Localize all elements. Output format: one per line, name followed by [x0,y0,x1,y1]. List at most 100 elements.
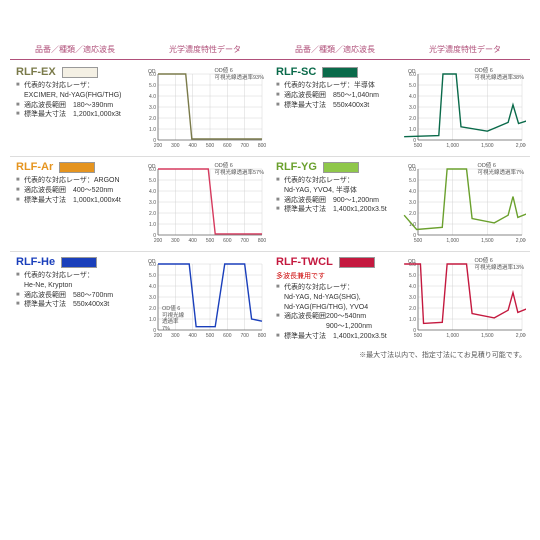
chart-box: 5001,0001,5002,00001.02.03.04.05.06.0ODO… [402,161,526,247]
spec-RLF-He: RLF-He代表的な対応レーザ：He-Ne, Krypton適応波長範囲 580… [10,251,140,346]
svg-text:500: 500 [206,238,215,244]
spec-line: 標準最大寸法 1,200x1,000x3t [16,110,134,120]
svg-text:3.0: 3.0 [149,295,156,301]
spec-line: 標準最大寸法 550x400x3t [276,101,394,111]
svg-text:800: 800 [258,333,266,339]
svg-text:1.0: 1.0 [409,317,416,323]
chart-note: OD値 6可視光線透過率7% [478,163,524,176]
spec-line: 代表的な対応レーザ：ARGON [16,176,134,186]
chart-RLF-Ar: 20030040050060070080001.02.03.04.05.06.0… [140,156,270,251]
svg-text:0: 0 [153,328,156,334]
svg-text:1,500: 1,500 [481,333,494,339]
svg-text:600: 600 [223,143,232,149]
spec-RLF-TWCL: RLF-TWCL 多波長兼用です代表的な対応レーザ：Nd-YAG, Nd-YAG(… [270,251,400,346]
spec-line: 代表的な対応レーザ：Nd-YAG, Nd-YAG(SHG),Nd-YAG(FHG… [276,283,394,312]
svg-text:500: 500 [206,333,215,339]
color-swatch [62,67,98,78]
svg-text:OD: OD [148,164,156,170]
svg-text:1.0: 1.0 [149,222,156,228]
svg-text:5.0: 5.0 [149,178,156,184]
spec-line: 適応波長範囲 850～1,040nm [276,91,394,101]
svg-text:5.0: 5.0 [409,83,416,89]
svg-text:OD: OD [408,164,416,170]
spec-line: 適応波長範囲 580～700nm [16,291,134,301]
spec-RLF-YG: RLF-YG 代表的な対応レーザ：Nd-YAG, YVO4, 半導体適応波長範囲 … [270,156,400,251]
header-chart-1: 光学濃度特性データ [140,40,270,60]
svg-text:700: 700 [240,333,249,339]
svg-text:4.0: 4.0 [409,284,416,290]
spec-RLF-SC: RLF-SC代表的な対応レーザ：半導体適応波長範囲 850～1,040nm標準最… [270,62,400,156]
svg-text:3.0: 3.0 [409,200,416,206]
spec-line: 標準最大寸法 550x400x3t [16,300,134,310]
svg-text:5.0: 5.0 [149,273,156,279]
spec-RLF-Ar: RLF-Ar 代表的な対応レーザ：ARGON適応波長範囲 400～520nm標準最… [10,156,140,251]
svg-text:1.0: 1.0 [409,127,416,133]
svg-text:2.0: 2.0 [409,211,416,217]
spec-line: 適応波長範囲200～540nm 900～1,200nm [276,312,394,332]
svg-text:5.0: 5.0 [149,83,156,89]
color-swatch [322,67,358,78]
svg-text:2.0: 2.0 [149,211,156,217]
svg-text:1,500: 1,500 [481,238,494,244]
spec-line: 適応波長範囲 900～1,200nm [276,196,394,206]
svg-text:4.0: 4.0 [409,189,416,195]
product-name: RLF-Ar [16,161,134,173]
header-spec-2: 品番／種類／適応波長 [270,40,400,60]
svg-text:5.0: 5.0 [409,178,416,184]
spec-line: 標準最大寸法 1,400x1,200x3.5t [276,205,394,215]
chart-box: 20030040050060070080001.02.03.04.05.06.0… [142,66,266,152]
svg-text:800: 800 [258,143,266,149]
product-name: RLF-EX [16,66,134,78]
svg-text:0: 0 [153,233,156,239]
spec-line: 代表的な対応レーザ：He-Ne, Krypton [16,271,134,291]
header-spec-1: 品番／種類／適応波長 [10,40,140,60]
spec-line: 代表的な対応レーザ：半導体 [276,81,394,91]
spec-line: 代表的な対応レーザ：EXCIMER, Nd-YAG(FHG/THG) [16,81,134,101]
svg-text:400: 400 [188,143,197,149]
product-name: RLF-TWCL [276,256,394,268]
svg-text:4.0: 4.0 [149,189,156,195]
svg-text:2,000: 2,000 [516,333,526,339]
svg-text:2.0: 2.0 [149,116,156,122]
spec-line: 適応波長範囲 400～520nm [16,186,134,196]
chart-box: 20030040050060070080001.02.03.04.05.06.0… [142,161,266,247]
chart-svg: 20030040050060070080001.02.03.04.05.06.0… [142,256,266,342]
svg-text:4.0: 4.0 [149,94,156,100]
svg-text:0: 0 [153,138,156,144]
svg-text:0: 0 [413,138,416,144]
chart-note: OD値 6可視光線透過率38% [474,68,524,81]
sub-note: 多波長兼用です [276,271,394,281]
svg-text:2.0: 2.0 [409,306,416,312]
product-name: RLF-YG [276,161,394,173]
chart-box: 5001,0001,5002,00001.02.03.04.05.06.0ODO… [402,66,526,152]
chart-box: 20030040050060070080001.02.03.04.05.06.0… [142,256,266,342]
svg-text:400: 400 [188,238,197,244]
svg-text:1,000: 1,000 [446,333,459,339]
header-row: 品番／種類／適応波長 光学濃度特性データ 品番／種類／適応波長 光学濃度特性デー… [10,40,530,60]
product-grid: RLF-EX 代表的な対応レーザ：EXCIMER, Nd-YAG(FHG/THG)… [10,62,530,346]
svg-text:1.0: 1.0 [149,127,156,133]
chart-RLF-EX: 20030040050060070080001.02.03.04.05.06.0… [140,62,270,156]
svg-text:600: 600 [223,238,232,244]
svg-text:1,500: 1,500 [481,143,494,149]
chart-RLF-SC: 5001,0001,5002,00001.02.03.04.05.06.0ODO… [400,62,530,156]
header-chart-2: 光学濃度特性データ [400,40,530,60]
svg-text:600: 600 [223,333,232,339]
svg-text:2.0: 2.0 [409,116,416,122]
chart-box: 5001,0001,5002,00001.02.03.04.05.06.0ODO… [402,256,526,342]
spec-line: 標準最大寸法 1,000x1,000x4t [16,196,134,206]
svg-text:2,000: 2,000 [516,143,526,149]
svg-text:300: 300 [171,333,180,339]
footer-note: ※最大寸法以内で、指定寸法にてお見積り可能です。 [10,350,530,360]
svg-text:4.0: 4.0 [149,284,156,290]
chart-RLF-TWCL: 5001,0001,5002,00001.02.03.04.05.06.0ODO… [400,251,530,346]
spec-RLF-EX: RLF-EX 代表的な対応レーザ：EXCIMER, Nd-YAG(FHG/THG)… [10,62,140,156]
svg-text:3.0: 3.0 [409,105,416,111]
spec-line: 代表的な対応レーザ：Nd-YAG, YVO4, 半導体 [276,176,394,196]
spec-line: 標準最大寸法 1,400x1,200x3.5t [276,332,394,342]
color-swatch [339,257,375,268]
svg-text:0: 0 [413,328,416,334]
svg-text:1.0: 1.0 [149,317,156,323]
svg-text:400: 400 [188,333,197,339]
chart-note: OD値 6可視光線透過率93% [214,68,264,81]
